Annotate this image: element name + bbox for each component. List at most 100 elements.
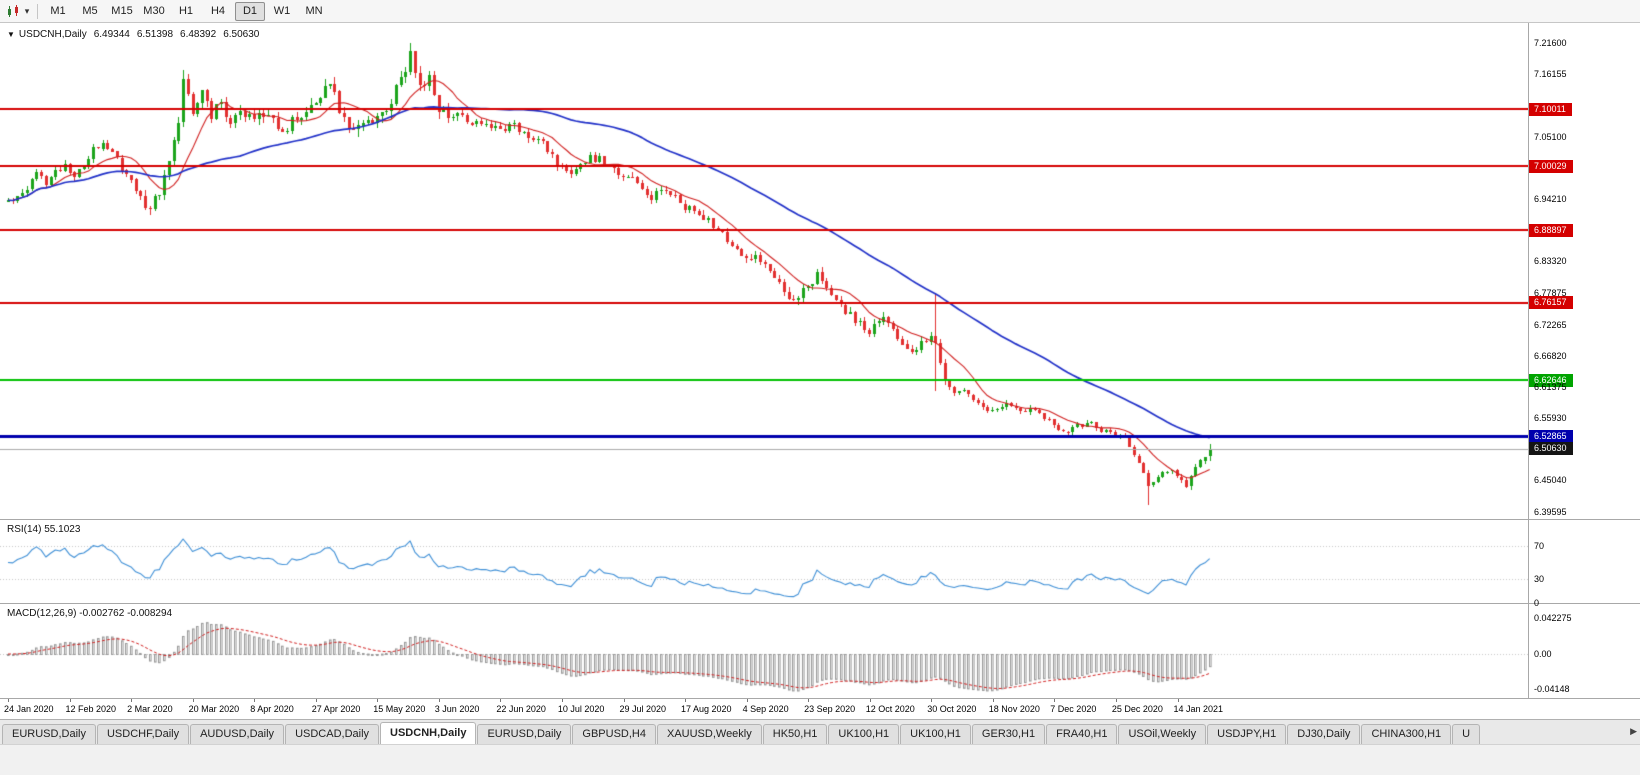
timeline-separator [0,698,1640,699]
chart-tab-10-uk100-h1[interactable]: UK100,H1 [900,724,971,744]
panel-separator-macd[interactable] [0,603,1640,604]
time-axis-tick [931,699,933,702]
chart-tab-2-audusd-daily[interactable]: AUDUSD,Daily [190,724,285,744]
time-axis-tick [685,699,686,702]
date-label: 12 Feb 2020 [65,704,117,714]
time-axis-tick [561,699,563,702]
chart-type-icon[interactable] [4,2,22,20]
time-axis-tick [438,699,440,702]
ohlc-close: 6.50630 [223,29,260,40]
time-axis-tick [500,699,502,702]
price-axis-label: 7.05100 [1534,131,1567,142]
symbol-ohlc-line: ▼ USDCNH,Daily 6.49344 6.51398 6.48392 6.5063… [7,29,266,40]
timeframe-button-mn[interactable]: MN [305,4,323,17]
price-axis-label: 6.61375 [1534,381,1567,392]
timeframe-button-m5[interactable]: M5 [82,4,98,17]
timeframe-button-d1[interactable]: D1 [235,1,265,21]
price-axis-label: 7.16155 [1534,68,1567,79]
time-axis-tick [1054,699,1056,702]
price-axis-border [1528,23,1529,699]
symbol-label: USDCNH,Daily [18,29,87,40]
price-axis-label: 6.55930 [1534,413,1567,424]
price-axis[interactable]: 7.21600 7.16155 7.10011 7.05100 7.00029 6.942… [1529,23,1640,719]
date-label: 23 Sep 2020 [804,704,856,714]
chart-tab-11-ger30-h1[interactable]: GER30,H1 [971,724,1046,744]
top-toolbar: ▾ M1 M5 M15 M30 H1 H4 D1 W1 MN [0,0,1640,23]
chart-tab-6-gbpusd-h4[interactable]: GBPUSD,H4 [572,724,656,744]
ohlc-low: 6.48392 [180,29,217,40]
time-axis[interactable]: 24 Jan 2020 12 Feb 2020 2 Mar 2020 20 Mar 2… [0,699,1528,719]
time-axis-tick [623,699,625,702]
time-axis-tick [1115,699,1117,702]
chart-tab-17-u[interactable]: U [1452,724,1481,744]
timeframe-button-m1[interactable]: M1 [50,4,66,17]
date-label: 24 Jan 2020 [4,704,54,714]
price-axis-label: 6.39595 [1534,506,1567,517]
timeframe-button-m30[interactable]: M30 [143,4,165,17]
date-label: 10 Jul 2020 [557,704,605,714]
chart-tab-7-xauusd-weekly[interactable]: XAUUSD,Weekly [656,724,762,744]
ohlc-open: 6.49344 [93,29,130,40]
date-label: 20 Mar 2020 [188,704,240,714]
chart-tab-13-usoil-weekly[interactable]: USOil,Weekly [1118,724,1207,744]
price-axis-label: 7.21600 [1534,37,1567,48]
rsi-axis-label: 0 [1534,598,1540,609]
time-axis-tick [808,699,810,702]
price-axis-badge-red: 6.76157 [1529,296,1573,310]
chart-tab-0-eurusd-daily[interactable]: EURUSD,Daily [2,724,96,744]
chart-tab-12-fra40-h1[interactable]: FRA40,H1 [1046,724,1118,744]
timeframe-buttons: M1 M5 M15 M30 H1 H4 D1 W1 MN [43,1,329,21]
timeframe-button-h4[interactable]: H4 [210,4,226,17]
price-axis-label: 6.77875 [1534,287,1567,298]
price-axis-label: 6.83320 [1534,256,1567,267]
date-label: 29 Jul 2020 [619,704,667,714]
time-axis-tick [131,699,133,702]
rsi-label: RSI(14) 55.1023 [7,524,81,535]
chart-type-caret-icon[interactable]: ▾ [24,5,30,16]
chart-tab-8-hk50-h1[interactable]: HK50,H1 [762,724,828,744]
collapse-icon[interactable]: ▼ [7,30,15,39]
date-label: 14 Jan 2021 [1173,704,1224,714]
date-label: 15 May 2020 [373,704,426,714]
time-axis-tick [1177,699,1179,702]
chart-tab-bar: EURUSD,Daily USDCHF,Daily AUDUSD,Daily USDC… [0,719,1640,744]
time-axis-tick [69,699,71,702]
date-label: 18 Nov 2020 [988,704,1040,714]
tab-scroll-right-icon[interactable]: ▶ [1630,726,1637,736]
toolbar-separator [37,3,38,19]
price-chart-canvas[interactable] [0,23,1528,519]
date-label: 3 Jun 2020 [434,704,480,714]
chart-tab-4-usdcnh-daily[interactable]: USDCNH,Daily [380,722,477,744]
chart-tab-5-eurusd-daily[interactable]: EURUSD,Daily [477,724,572,744]
price-axis-label: 6.94210 [1534,194,1567,205]
macd-axis-label: -0.04148 [1534,683,1570,694]
timeframe-button-m15[interactable]: M15 [111,4,133,17]
timeframe-button-h1[interactable]: H1 [178,4,194,17]
date-label: 12 Oct 2020 [865,704,915,714]
timeframe-button-w1[interactable]: W1 [273,4,291,17]
chart-tab-3-usdcad-daily[interactable]: USDCAD,Daily [285,724,380,744]
price-axis-label: 6.66820 [1534,350,1567,361]
panel-separator-rsi[interactable] [0,519,1640,520]
date-label: 25 Dec 2020 [1111,704,1163,714]
time-axis-tick [992,699,994,702]
time-axis-tick [746,699,748,702]
date-label: 22 Jun 2020 [496,704,546,714]
time-axis-tick [377,699,379,702]
chart-tab-1-usdchf-daily[interactable]: USDCHF,Daily [96,724,190,744]
macd-indicator-canvas[interactable] [0,604,1528,698]
price-axis-label: 6.72265 [1534,319,1567,330]
price-axis-label: 6.45040 [1534,475,1567,486]
chart-tab-16-china300-h1[interactable]: CHINA300,H1 [1361,724,1452,744]
rsi-axis-label: 70 [1534,540,1545,551]
rsi-axis-label: 30 [1534,573,1545,584]
price-axis-badge-red: 6.88897 [1529,223,1573,237]
time-axis-tick [254,699,256,702]
chart-tab-14-usdjpy-h1[interactable]: USDJPY,H1 [1207,724,1287,744]
chart-tab-9-uk100-h1[interactable]: UK100,H1 [828,724,900,744]
chart-tab-15-dj30-daily[interactable]: DJ30,Daily [1287,724,1361,744]
status-strip [0,744,1640,775]
date-label: 2 Mar 2020 [127,704,173,714]
rsi-indicator-canvas[interactable] [0,520,1528,603]
time-axis-tick [192,699,194,702]
